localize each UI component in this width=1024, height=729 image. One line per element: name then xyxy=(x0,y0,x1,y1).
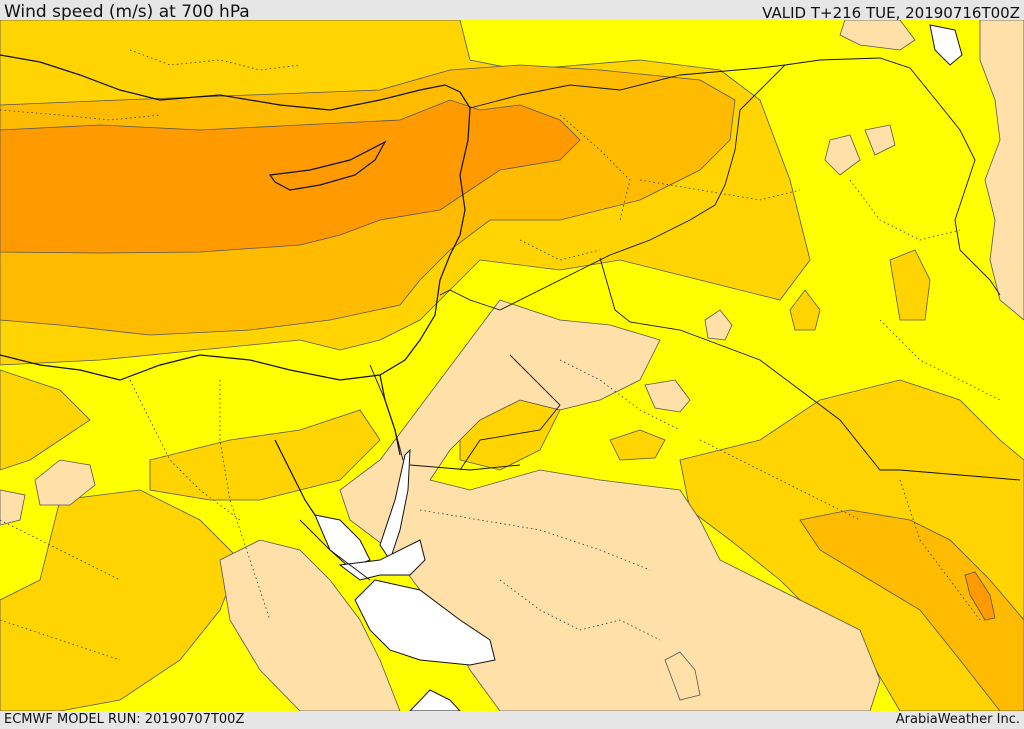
low-region-iran xyxy=(979,20,1024,321)
admin-boundaries xyxy=(0,49,1001,661)
footer-bar xyxy=(0,711,1024,729)
moderate-region-patch-1 xyxy=(609,429,666,461)
border-iraq-iran xyxy=(784,57,1001,296)
border-syria-iraq xyxy=(499,64,786,311)
low-region-west-edge xyxy=(0,489,26,526)
low-region-arabian-north xyxy=(339,299,881,711)
coastline-egypt-libya xyxy=(0,354,381,381)
low-region-iraq-2 xyxy=(864,124,896,156)
coastline-turkey xyxy=(0,54,471,111)
border-syria-turkey xyxy=(469,64,786,109)
provider-credit: ArabiaWeather Inc. xyxy=(895,712,1020,727)
low-region-saudi-south xyxy=(664,651,701,701)
low-region-libya xyxy=(34,459,96,506)
low-region-red-sea-west xyxy=(219,539,401,711)
high-region-gulf xyxy=(799,509,1024,711)
border-egypt-israel xyxy=(369,364,404,461)
higher-speed-regions xyxy=(0,99,996,621)
map-title: Wind speed (m/s) at 700 hPa xyxy=(4,2,250,22)
admin-line-2 xyxy=(129,49,301,71)
border-jordan-saudi xyxy=(599,257,1021,481)
low-region-iraq-1 xyxy=(824,134,861,176)
country-borders xyxy=(299,57,1021,581)
valid-time: VALID T+216 TUE, 20190716T00Z xyxy=(762,4,1020,22)
admin-line-14 xyxy=(899,479,981,621)
admin-line-10 xyxy=(419,509,651,571)
low-region-jordan xyxy=(644,379,691,413)
moderate-region-southwest xyxy=(0,489,241,711)
moderate-region-sinai xyxy=(149,409,381,501)
admin-line-5 xyxy=(849,179,961,241)
coastline-levant xyxy=(379,107,471,376)
admin-line-15 xyxy=(0,619,121,661)
coastline-sinai-west xyxy=(274,439,316,516)
admin-line-16 xyxy=(879,319,1001,401)
low-region-turkey-ne xyxy=(839,20,916,51)
red-sea-south xyxy=(409,689,461,711)
admin-line-6 xyxy=(519,239,601,261)
lake-van xyxy=(929,24,963,66)
wind-speed-map xyxy=(0,20,1024,711)
low-speed-regions xyxy=(0,20,1024,711)
moderate-region-west xyxy=(0,369,91,471)
admin-line-12 xyxy=(499,579,661,641)
low-region-saudi-center xyxy=(704,309,733,341)
red-sea-north xyxy=(338,539,426,581)
model-run: ECMWF MODEL RUN: 20190707T00Z xyxy=(4,712,245,727)
higher-region-east-med xyxy=(0,99,581,254)
border-egypt-sudan xyxy=(299,519,371,581)
border-jordan-east xyxy=(439,289,501,311)
coastlines xyxy=(0,54,471,516)
red-sea xyxy=(354,579,496,666)
higher-region-gulf-core xyxy=(964,571,996,621)
moderate-region-patch-3 xyxy=(889,249,931,321)
admin-line-1 xyxy=(0,109,161,121)
admin-line-11 xyxy=(559,359,681,431)
masked-water xyxy=(314,24,963,711)
border-saudi-iraq-west xyxy=(459,354,561,471)
cyprus xyxy=(268,140,387,191)
admin-line-4 xyxy=(639,179,801,201)
admin-line-7 xyxy=(129,379,241,521)
moderate-region-patch-2 xyxy=(789,289,821,331)
header-bar xyxy=(0,0,1024,20)
border-saudi-west-line xyxy=(409,464,521,471)
